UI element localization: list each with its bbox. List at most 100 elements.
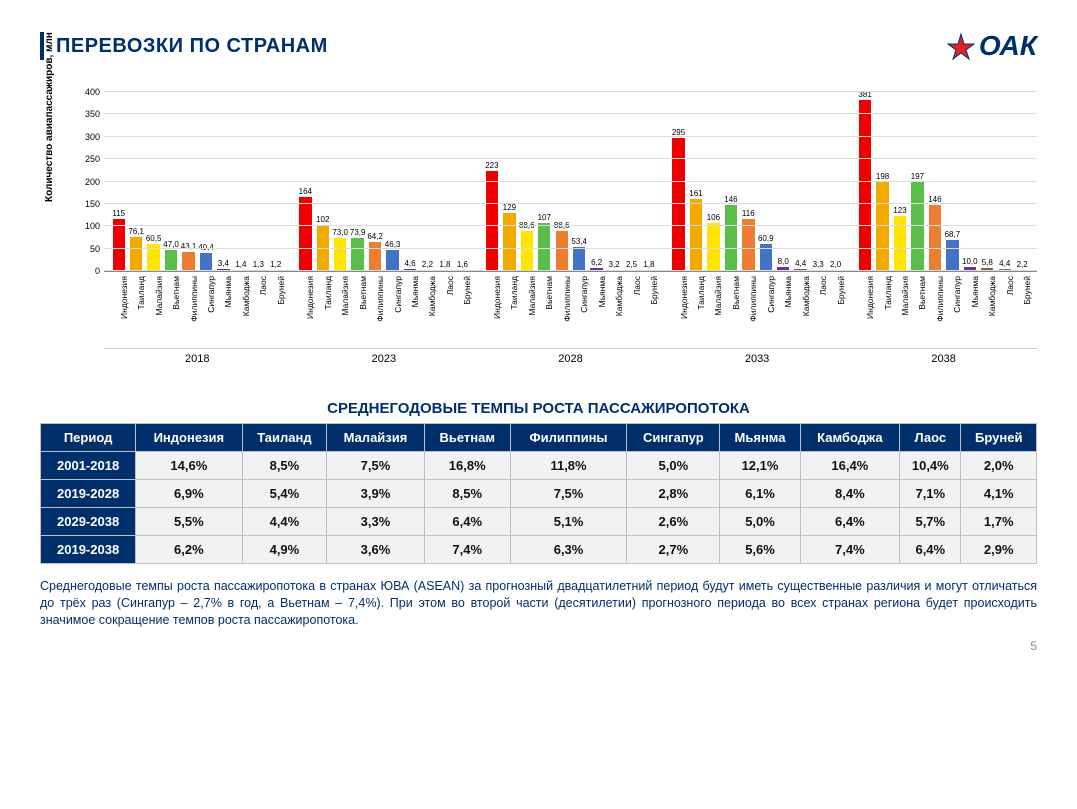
y-tick: 50 [80,244,100,254]
bar-value-label: 1,2 [270,260,281,269]
grid-line [104,203,1037,204]
x-category: Малайзия [332,274,349,344]
year-group-2018: 11576,160,547,043,140,43,41,41,31,2 [104,92,291,271]
grid-line [104,158,1037,159]
bar-value-label: 123 [893,206,906,215]
bar-wrap: 164 [298,92,313,271]
x-category-label: Бруней [836,276,846,305]
bar-value-label: 73,9 [350,228,366,237]
year-group-2033: 29516110614611660,98,04,43,32,0 [664,92,851,271]
bar-value-label: 223 [485,161,498,170]
bar-value-label: 1,8 [439,260,450,269]
x-group: ИндонезияТаиландМалайзияВьетнамФилиппины… [477,274,664,344]
year-group-2038: 38119812319714668,710,05,84,42,2 [850,92,1037,271]
grid-line [104,91,1037,92]
bar-wrap: 2,2 [420,92,435,271]
period-cell: 2019-2038 [41,536,136,564]
x-category-label: Бруней [462,276,472,305]
value-cell: 1,7% [961,508,1037,536]
y-tick: 300 [80,132,100,142]
period-cell: 2029-2038 [41,508,136,536]
x-category-label: Бруней [649,276,659,305]
value-cell: 14,6% [136,452,242,480]
table-row: 2019-20286,9%5,4%3,9%8,5%7,5%2,8%6,1%8,4… [41,480,1037,508]
bar-wrap: 381 [857,92,872,271]
x-category: Сингапур [197,274,214,344]
bar-wrap: 60,9 [758,92,773,271]
bar: 64,2 [369,242,381,271]
x-category: Малайзия [891,274,908,344]
bar: 43,1 [182,252,194,271]
bar-value-label: 64,2 [367,232,383,241]
x-group: ИндонезияТаиландМалайзияВьетнамФилиппины… [664,274,851,344]
bar-wrap: 1,4 [233,92,248,271]
table-header-row: ПериодИндонезияТаиландМалайзияВьетнамФил… [41,424,1037,452]
bar: 116 [742,219,754,271]
table-header-cell: Филиппины [510,424,626,452]
table-header-cell: Индонезия [136,424,242,452]
bar-wrap: 40,4 [198,92,213,271]
bar-wrap: 146 [723,92,738,271]
bar: 115 [113,219,125,271]
header: ПЕРЕВОЗКИ ПО СТРАНАМ ОАК [40,30,1037,62]
bar: 161 [690,199,702,271]
value-cell: 8,5% [242,452,327,480]
x-category-labels: ИндонезияТаиландМалайзияВьетнамФилиппины… [104,274,1037,344]
x-category: Индонезия [483,274,500,344]
x-category: Индонезия [670,274,687,344]
value-cell: 7,5% [510,480,626,508]
bar-value-label: 102 [316,215,329,224]
x-category: Филиппины [180,274,197,344]
y-tick: 250 [80,154,100,164]
value-cell: 7,5% [327,452,424,480]
bar-value-label: 161 [689,189,702,198]
value-cell: 5,6% [720,536,800,564]
bar-wrap: 3,4 [216,92,231,271]
bar-value-label: 4,6 [404,259,415,268]
bar-value-label: 116 [742,209,755,218]
period-cell: 2019-2028 [41,480,136,508]
value-cell: 7,4% [424,536,510,564]
bar-wrap: 76,1 [128,92,143,271]
x-category: Лаос [809,274,826,344]
value-cell: 6,1% [720,480,800,508]
bar-wrap: 3,3 [810,92,825,271]
page-title: ПЕРЕВОЗКИ ПО СТРАНАМ [56,35,328,58]
bar-value-label: 4,4 [999,259,1010,268]
x-category: Вьетнам [349,274,366,344]
bar-value-label: 2,5 [626,260,637,269]
table-title: СРЕДНЕГОДОВЫЕ ТЕМПЫ РОСТА ПАССАЖИРОПОТОК… [40,400,1037,417]
bar-wrap: 161 [688,92,703,271]
value-cell: 6,9% [136,480,242,508]
value-cell: 6,2% [136,536,242,564]
table-header-cell: Лаос [900,424,961,452]
bar: 381 [859,100,871,271]
x-category: Индонезия [297,274,314,344]
bar: 123 [894,216,906,271]
value-cell: 7,4% [800,536,900,564]
value-cell: 12,1% [720,452,800,480]
bar-wrap: 197 [910,92,925,271]
x-category: Таиланд [501,274,518,344]
x-category: Мьянма [961,274,978,344]
value-cell: 2,7% [627,536,720,564]
bar-wrap: 88,6 [519,92,534,271]
x-category: Сингапур [570,274,587,344]
bar-value-label: 106 [707,213,720,222]
bar-value-label: 60,9 [758,234,774,243]
bar-wrap: 107 [537,92,552,271]
x-category: Таиланд [874,274,891,344]
year-label: 2018 [104,348,291,365]
table-header-cell: Камбоджа [800,424,900,452]
bar-value-label: 2,2 [422,260,433,269]
bar-wrap: 43,1 [181,92,196,271]
x-category: Лаос [996,274,1013,344]
x-category: Вьетнам [909,274,926,344]
grid-line [104,136,1037,137]
x-category: Лаос [623,274,640,344]
logo-text: ОАК [979,30,1037,62]
bar-value-label: 3,2 [609,260,620,269]
bar-wrap: 6,2 [589,92,604,271]
title-wrap: ПЕРЕВОЗКИ ПО СТРАНАМ [40,32,328,60]
table-header-cell: Таиланд [242,424,327,452]
